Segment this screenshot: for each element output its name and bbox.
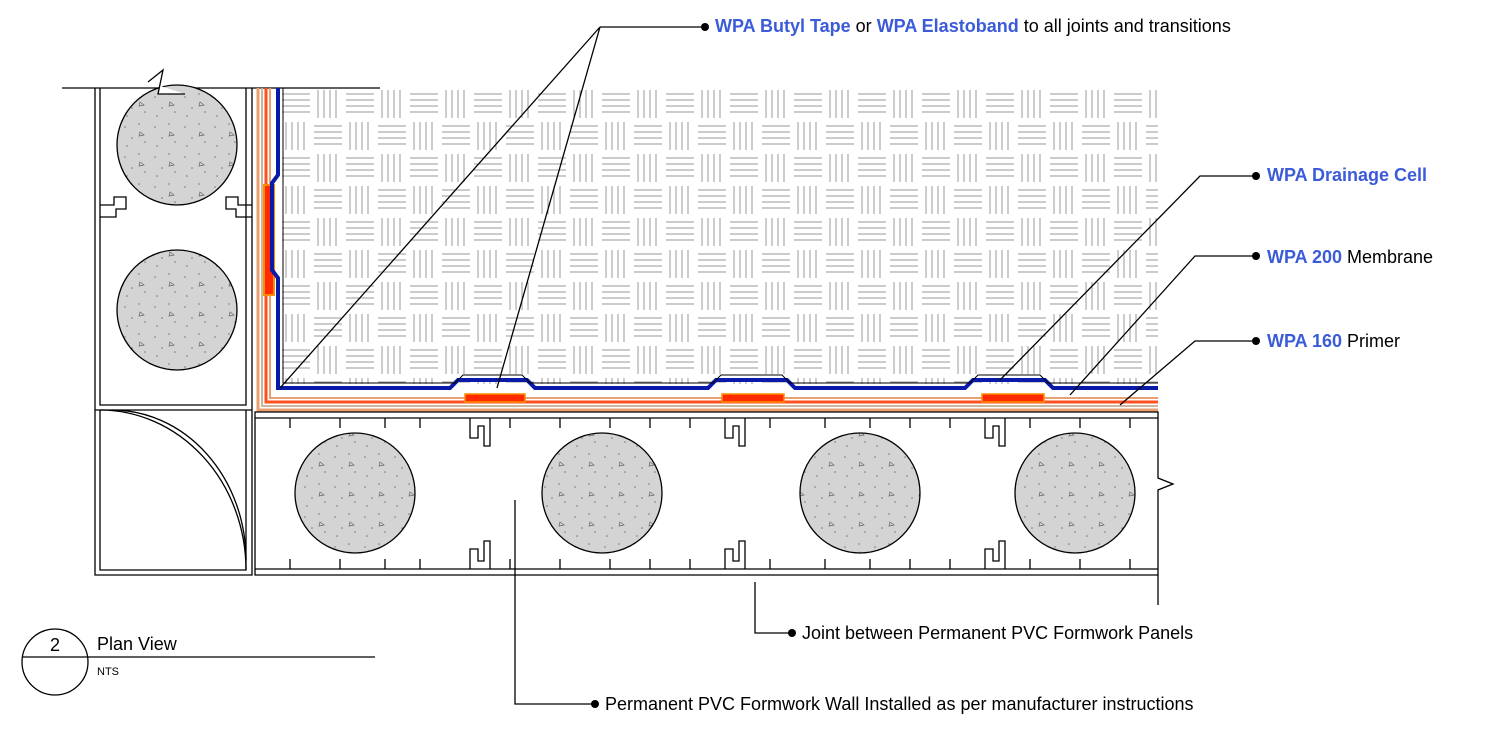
leader-line — [514, 500, 595, 705]
product-name: WPA Butyl Tape — [715, 16, 851, 36]
leader-dot — [591, 700, 599, 708]
leader-dot — [1252, 337, 1260, 345]
concrete-core — [541, 432, 663, 554]
callout-text: Joint between Permanent PVC Formwork Pan… — [802, 623, 1193, 643]
leader-line — [1069, 255, 1256, 396]
callout-label: Joint between Permanent PVC Formwork Pan… — [802, 623, 1193, 643]
callout-label: WPA 160 Primer — [1267, 331, 1400, 351]
view-scale: NTS — [97, 666, 119, 678]
leader-dot — [788, 629, 796, 637]
view-number: 2 — [50, 635, 60, 655]
product-name: WPA 160 — [1267, 331, 1342, 351]
callout-text: Permanent PVC Formwork Wall Installed as… — [605, 694, 1194, 714]
leader-dot — [701, 23, 709, 31]
drainage-cell — [280, 88, 1158, 384]
product-name: WPA Elastoband — [877, 16, 1019, 36]
callout-text: Primer — [1342, 331, 1400, 351]
callout-text: to all joints and transitions — [1019, 16, 1231, 36]
title-block: 2 Plan View NTS — [21, 628, 375, 696]
leader-dot — [1252, 252, 1260, 260]
leader-dot — [1252, 172, 1260, 180]
concrete-core — [1014, 432, 1136, 554]
panel-joint — [469, 418, 491, 569]
concrete-core — [799, 432, 921, 554]
leader-line — [1119, 340, 1256, 406]
leader-line — [999, 175, 1256, 381]
callout-label: WPA Butyl Tape or WPA Elastoband to all … — [715, 16, 1231, 36]
view-title: Plan View — [97, 634, 178, 654]
membrane-layers — [256, 88, 1158, 412]
leader-line — [754, 582, 792, 634]
callout-label: WPA Drainage Cell — [1267, 165, 1427, 185]
panel-joint — [984, 418, 1006, 569]
leader-line — [279, 26, 705, 389]
callout-label: WPA 200 Membrane — [1267, 247, 1433, 267]
concrete-core — [294, 432, 416, 554]
left-formwork — [62, 68, 380, 576]
callout-text: Membrane — [1342, 247, 1433, 267]
panel-joint — [724, 418, 746, 569]
callout-text: or — [851, 16, 877, 36]
callout-label: Permanent PVC Formwork Wall Installed as… — [605, 694, 1194, 714]
callouts: WPA Butyl Tape or WPA Elastoband to all … — [279, 16, 1433, 714]
product-name: WPA 200 — [1267, 247, 1342, 267]
formwork-wall — [254, 411, 1175, 605]
product-name: WPA Drainage Cell — [1267, 165, 1427, 185]
